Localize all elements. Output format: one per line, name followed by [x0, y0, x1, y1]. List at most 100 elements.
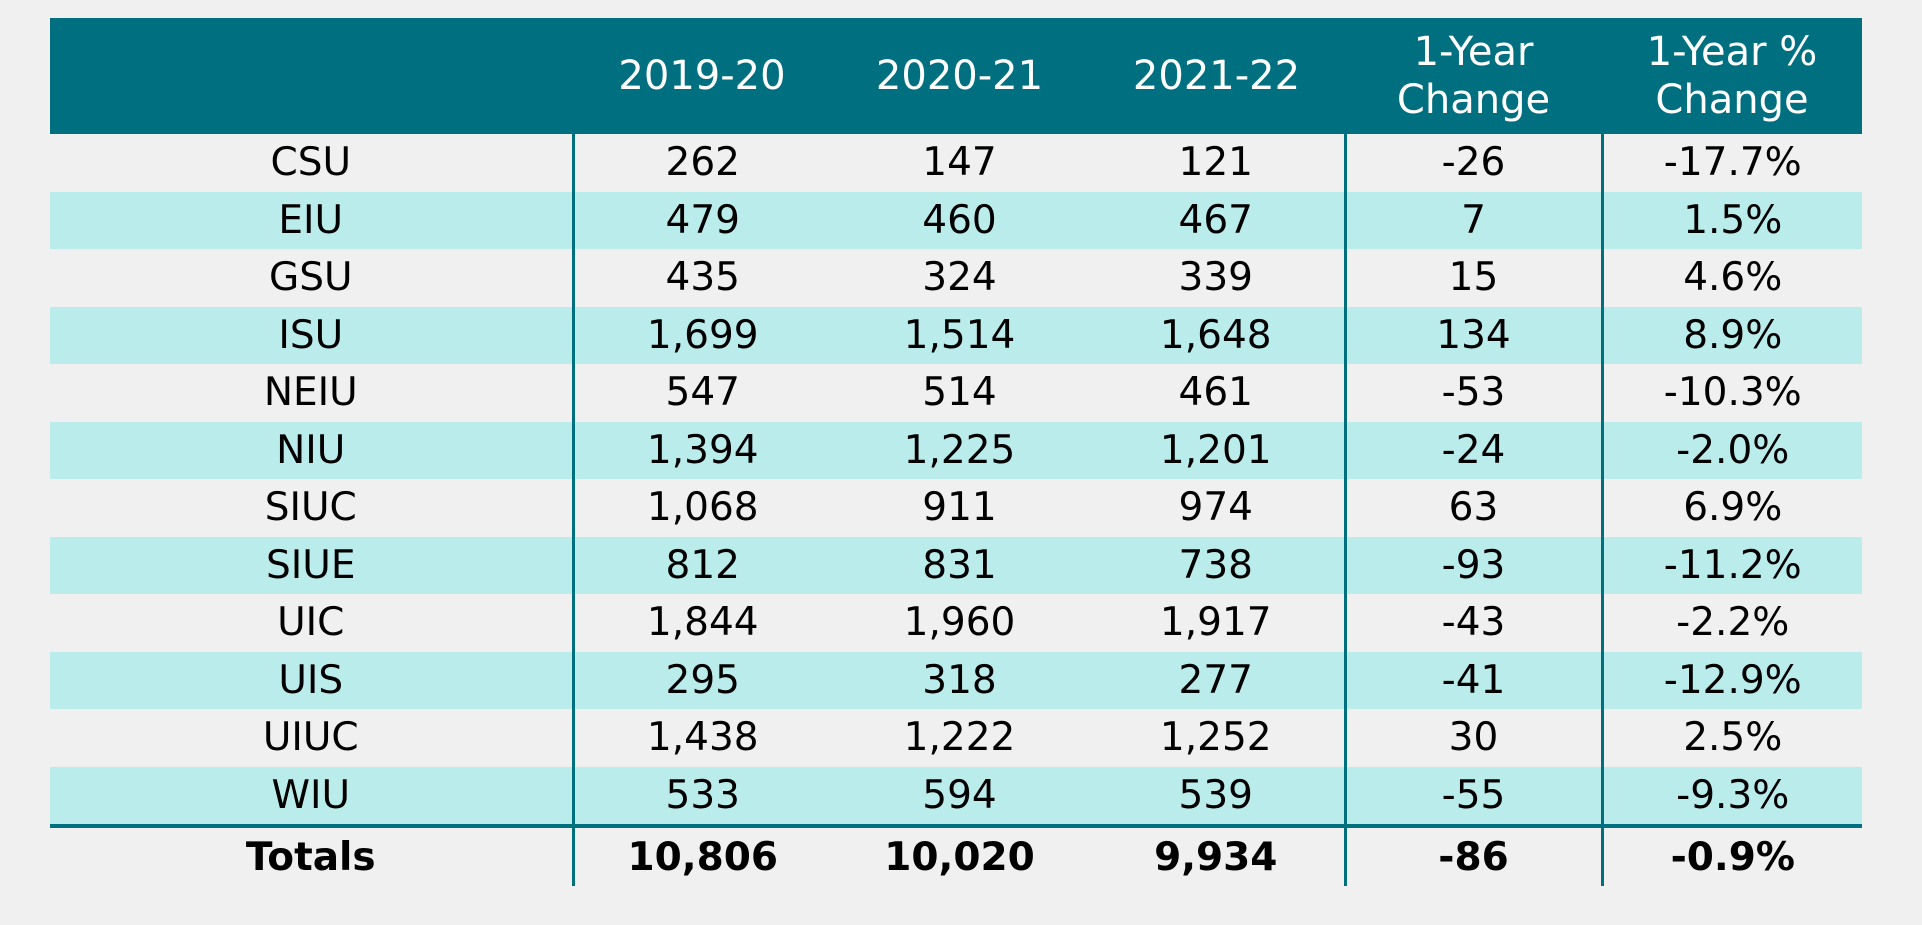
cell-2021-22: 1,648: [1088, 306, 1347, 364]
cell-2019-20: 1,068: [573, 479, 831, 537]
cell-2020-21: 460: [831, 191, 1088, 249]
cell-1-year-pct-change: -2.2%: [1602, 594, 1862, 652]
cell-institution: GSU: [50, 249, 575, 307]
table-row: SIUE 812 831 738 -93 -11.2%: [50, 536, 1862, 594]
cell-1-year-pct-change: 1.5%: [1602, 191, 1862, 249]
cell-2021-22: 1,201: [1088, 421, 1347, 479]
totals-cell-1-year-pct-change: -0.9%: [1602, 824, 1862, 886]
cell-2021-22: 539: [1088, 766, 1347, 826]
cell-1-year-change: 63: [1345, 479, 1604, 537]
cell-2021-22: 339: [1088, 249, 1347, 307]
cell-2020-21: 1,225: [831, 421, 1088, 479]
totals-row: Totals 10,806 10,020 9,934 -86 -0.9%: [50, 824, 1862, 886]
cell-institution: UIS: [50, 651, 575, 709]
cell-institution: EIU: [50, 191, 575, 249]
cell-1-year-pct-change: -11.2%: [1602, 536, 1862, 594]
totals-label: Totals: [50, 824, 575, 886]
cell-2020-21: 911: [831, 479, 1088, 537]
data-table: 2019-20 2020-21 2021-22 1-Year Change 1-…: [50, 18, 1862, 886]
cell-2019-20: 1,699: [573, 306, 831, 364]
table-row: UIS 295 318 277 -41 -12.9%: [50, 651, 1862, 709]
cell-2019-20: 1,438: [573, 709, 831, 767]
cell-2019-20: 435: [573, 249, 831, 307]
cell-institution: SIUE: [50, 536, 575, 594]
totals-cell-1-year-change: -86: [1345, 824, 1604, 886]
header-cell-2021-22: 2021-22: [1088, 18, 1345, 134]
cell-2019-20: 533: [573, 766, 831, 826]
cell-1-year-pct-change: 8.9%: [1602, 306, 1862, 364]
table-row: ISU 1,699 1,514 1,648 134 8.9%: [50, 306, 1862, 364]
cell-2021-22: 467: [1088, 191, 1347, 249]
header-cell-1-year-change: 1-Year Change: [1345, 18, 1602, 134]
cell-2020-21: 1,960: [831, 594, 1088, 652]
cell-2020-21: 1,222: [831, 709, 1088, 767]
cell-2020-21: 594: [831, 766, 1088, 826]
cell-1-year-change: 134: [1345, 306, 1604, 364]
cell-1-year-change: 15: [1345, 249, 1604, 307]
cell-1-year-change: -24: [1345, 421, 1604, 479]
cell-1-year-change: 7: [1345, 191, 1604, 249]
header-cell-2020-21: 2020-21: [831, 18, 1088, 134]
cell-1-year-pct-change: 2.5%: [1602, 709, 1862, 767]
table-row: NEIU 547 514 461 -53 -10.3%: [50, 364, 1862, 422]
cell-1-year-change: -43: [1345, 594, 1604, 652]
cell-institution: UIUC: [50, 709, 575, 767]
cell-2021-22: 738: [1088, 536, 1347, 594]
table-row: SIUC 1,068 911 974 63 6.9%: [50, 479, 1862, 537]
cell-2020-21: 1,514: [831, 306, 1088, 364]
cell-1-year-pct-change: -12.9%: [1602, 651, 1862, 709]
header-row: 2019-20 2020-21 2021-22 1-Year Change 1-…: [50, 18, 1862, 134]
cell-institution: NEIU: [50, 364, 575, 422]
cell-2019-20: 295: [573, 651, 831, 709]
cell-1-year-change: -93: [1345, 536, 1604, 594]
table-row: CSU 262 147 121 -26 -17.7%: [50, 134, 1862, 192]
cell-1-year-change: -55: [1345, 766, 1604, 826]
header-cell-1-year-pct-change: 1-Year % Change: [1602, 18, 1862, 134]
cell-2021-22: 1,917: [1088, 594, 1347, 652]
cell-2021-22: 461: [1088, 364, 1347, 422]
cell-institution: SIUC: [50, 479, 575, 537]
totals-cell-2019-20: 10,806: [573, 824, 831, 886]
table-row: WIU 533 594 539 -55 -9.3%: [50, 766, 1862, 826]
table-row: GSU 435 324 339 15 4.6%: [50, 249, 1862, 307]
cell-1-year-change: -26: [1345, 134, 1604, 192]
table-body: CSU 262 147 121 -26 -17.7% EIU 479 460 467 7 1.5% GS…: [50, 134, 1862, 826]
cell-2020-21: 514: [831, 364, 1088, 422]
cell-2020-21: 324: [831, 249, 1088, 307]
cell-2021-22: 121: [1088, 134, 1347, 192]
cell-2019-20: 547: [573, 364, 831, 422]
cell-institution: WIU: [50, 766, 575, 826]
header-cell-institution: [50, 18, 573, 134]
totals-cell-2020-21: 10,020: [831, 824, 1088, 886]
cell-1-year-change: 30: [1345, 709, 1604, 767]
cell-1-year-pct-change: -2.0%: [1602, 421, 1862, 479]
table-row: UIC 1,844 1,960 1,917 -43 -2.2%: [50, 594, 1862, 652]
cell-institution: NIU: [50, 421, 575, 479]
cell-institution: ISU: [50, 306, 575, 364]
cell-1-year-pct-change: 4.6%: [1602, 249, 1862, 307]
cell-institution: UIC: [50, 594, 575, 652]
cell-2020-21: 318: [831, 651, 1088, 709]
cell-1-year-pct-change: -17.7%: [1602, 134, 1862, 192]
cell-2019-20: 1,394: [573, 421, 831, 479]
cell-institution: CSU: [50, 134, 575, 192]
cell-1-year-pct-change: 6.9%: [1602, 479, 1862, 537]
cell-2021-22: 1,252: [1088, 709, 1347, 767]
cell-2019-20: 262: [573, 134, 831, 192]
cell-1-year-change: -41: [1345, 651, 1604, 709]
cell-2019-20: 812: [573, 536, 831, 594]
cell-2021-22: 974: [1088, 479, 1347, 537]
totals-cell-2021-22: 9,934: [1088, 824, 1347, 886]
header-cell-2019-20: 2019-20: [573, 18, 831, 134]
cell-2020-21: 831: [831, 536, 1088, 594]
table-row: EIU 479 460 467 7 1.5%: [50, 191, 1862, 249]
cell-2019-20: 479: [573, 191, 831, 249]
cell-1-year-change: -53: [1345, 364, 1604, 422]
cell-2021-22: 277: [1088, 651, 1347, 709]
table-row: UIUC 1,438 1,222 1,252 30 2.5%: [50, 709, 1862, 767]
table-row: NIU 1,394 1,225 1,201 -24 -2.0%: [50, 421, 1862, 479]
cell-1-year-pct-change: -10.3%: [1602, 364, 1862, 422]
cell-1-year-pct-change: -9.3%: [1602, 766, 1862, 826]
cell-2019-20: 1,844: [573, 594, 831, 652]
cell-2020-21: 147: [831, 134, 1088, 192]
